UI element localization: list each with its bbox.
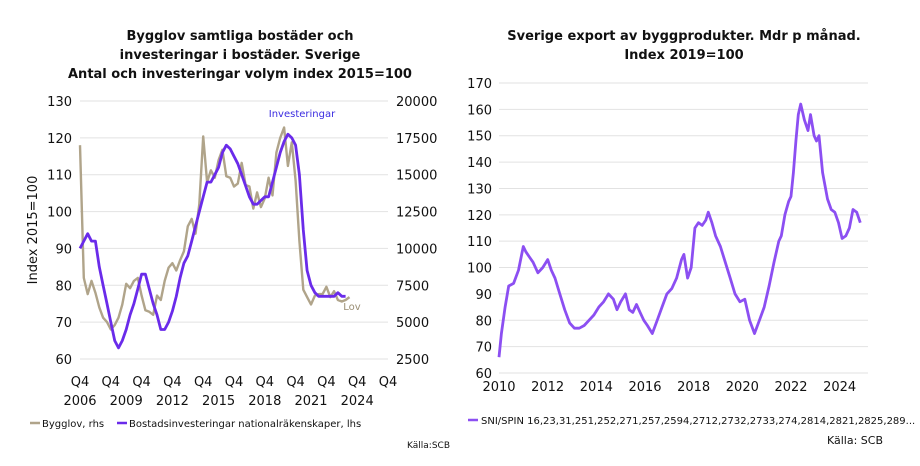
left-x-tick-year: 2006 [63,394,96,409]
legend-label-sni: SNI/SPIN 16,23,31,251,252,271,257,2594,2… [481,416,915,427]
left-y-right-tick-label: 12500 [396,206,437,221]
right-y-tick-label: 80 [475,314,492,329]
right-y-tick-label: 120 [467,209,492,224]
right-y-tick-label: 70 [475,341,492,356]
left-legend: Bygglov, rhs Bostadsinvesteringar nation… [30,419,361,430]
right-y-tick-label: 150 [467,130,492,145]
left-chart-title-line-2: investeringar i bostäder. Sverige [120,48,361,63]
right-y-tick-label: 170 [467,77,492,92]
left-x-tick-quarter: Q4 [317,375,336,390]
left-x-tick-quarter: Q4 [163,375,182,390]
left-x-tick-quarter: Q4 [348,375,367,390]
left-y-right-tick-label: 15000 [396,169,437,184]
left-source: Källa:SCB [407,441,450,451]
right-y-tick-label: 130 [467,182,492,197]
left-x-tick-year: 2024 [341,394,374,409]
export-index-line [497,102,862,358]
left-y-axis-label: Index 2015=100 [26,176,41,285]
right-y-tick-label: 60 [475,367,492,382]
left-x-tick-year: 2012 [156,394,189,409]
left-x-tick-quarter: Q4 [71,375,90,390]
right-y-tick-label: 160 [467,103,492,118]
right-grid [499,82,868,374]
left-x-tick-quarter: Q4 [256,375,275,390]
bygglov-line [78,126,351,331]
left-series [78,126,351,350]
left-y-right-tick-label: 10000 [396,242,437,257]
right-legend: SNI/SPIN 16,23,31,251,252,271,257,2594,2… [468,416,915,427]
left-x-tick-quarter: Q4 [286,375,305,390]
left-grid [80,100,388,360]
left-y-right-ticks: 2500 5000 7500 10000 12500 15000 17500 20000 [396,95,437,368]
left-x-tick-year: 2021 [294,394,327,409]
right-x-tick-label: 2010 [482,380,515,395]
left-chart-title-line-3: Antal och investeringar volym index 2015… [68,67,412,82]
legend-label-investeringar: Bostadsinvesteringar nationalräkenskaper… [129,419,361,430]
right-x-tick-label: 2024 [823,380,856,395]
right-x-tick-label: 2018 [677,380,710,395]
left-y-left-tick-label: 70 [55,316,72,331]
right-y-tick-label: 90 [475,288,492,303]
left-y-left-tick-label: 130 [47,95,72,110]
left-x-tick-quarter: Q4 [194,375,213,390]
right-x-ticks: 2010 2012 2014 2016 2018 2020 2022 2024 [482,380,856,395]
right-y-ticks: 60 70 80 90 100 110 120 130 140 150 160 170 [467,77,492,382]
right-chart: Sverige export av byggprodukter. Mdr p m… [467,29,915,447]
left-y-right-tick-label: 2500 [396,353,429,368]
legend-label-bygglov: Bygglov, rhs [42,419,104,430]
left-x-tick-year: 2018 [248,394,281,409]
right-chart-title-line-1: Sverige export av byggprodukter. Mdr p m… [507,29,860,44]
left-y-left-ticks: 60 70 80 90 100 110 120 130 [47,95,72,368]
annotation-investeringar: Investeringar [269,109,336,120]
left-x-tick-year: 2015 [202,394,235,409]
left-x-tick-quarter: Q4 [225,375,244,390]
left-x-tick-quarter: Q4 [379,375,398,390]
right-chart-title-line-2: Index 2019=100 [624,48,743,63]
annotation-lov: Lov [343,302,361,313]
left-chart-title-line-1: Bygglov samtliga bostäder och [126,29,353,44]
investeringar-line [78,132,346,350]
right-series [497,102,862,358]
right-y-tick-label: 110 [467,235,492,250]
left-y-right-tick-label: 7500 [396,279,429,294]
right-x-tick-label: 2020 [726,380,759,395]
left-x-tick-quarter: Q4 [132,375,151,390]
right-x-tick-label: 2022 [774,380,807,395]
left-y-right-tick-label: 5000 [396,316,429,331]
right-x-tick-label: 2016 [628,380,661,395]
left-x-ticks: Q4 Q4 Q4 Q4 Q4 Q4 Q4 Q4 Q4 Q4 Q4 2006 2009 2012 2015 20… [63,375,397,409]
left-y-left-tick-label: 60 [55,353,72,368]
left-y-right-tick-label: 17500 [396,132,437,147]
left-y-left-tick-label: 100 [47,206,72,221]
left-y-left-tick-label: 90 [55,242,72,257]
right-source: Källa: SCB [827,434,883,447]
right-x-tick-label: 2014 [580,380,613,395]
left-x-tick-quarter: Q4 [102,375,121,390]
left-y-left-tick-label: 120 [47,132,72,147]
left-x-tick-year: 2009 [110,394,143,409]
right-y-tick-label: 100 [467,262,492,277]
right-x-tick-label: 2012 [531,380,564,395]
left-y-right-tick-label: 20000 [396,95,437,110]
right-y-tick-label: 140 [467,156,492,171]
left-chart: Bygglov samtliga bostäder och investerin… [26,29,450,451]
left-y-left-tick-label: 80 [55,279,72,294]
left-y-left-tick-label: 110 [47,169,72,184]
